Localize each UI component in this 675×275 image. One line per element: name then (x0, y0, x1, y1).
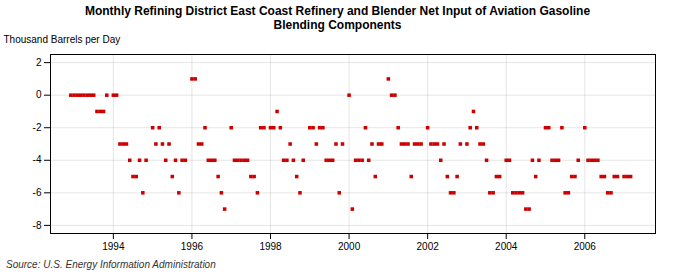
svg-text:-4: -4 (33, 154, 42, 165)
svg-text:2000: 2000 (338, 241, 361, 252)
svg-text:2004: 2004 (495, 241, 518, 252)
html-text:Monthly Refining District East: Monthly Refining District East Coast Ref… (84, 4, 591, 32)
svg-text:2006: 2006 (574, 241, 597, 252)
html-text:Source: U.S. Energy Informatio: Source: U.S. Energy Information Administ… (6, 259, 216, 270)
svg-text:2: 2 (36, 57, 42, 68)
svg-text:-8: -8 (33, 220, 42, 231)
svg-text:-6: -6 (33, 187, 42, 198)
svg-text:-2: -2 (33, 122, 42, 133)
svg-text:Thousand Barrels per Day: Thousand Barrels per Day (4, 34, 121, 45)
svg-text:2002: 2002 (417, 241, 440, 252)
svg-text:1996: 1996 (181, 241, 204, 252)
svg-text:0: 0 (36, 89, 42, 100)
svg-text:1998: 1998 (259, 241, 282, 252)
svg-text:1994: 1994 (102, 241, 125, 252)
